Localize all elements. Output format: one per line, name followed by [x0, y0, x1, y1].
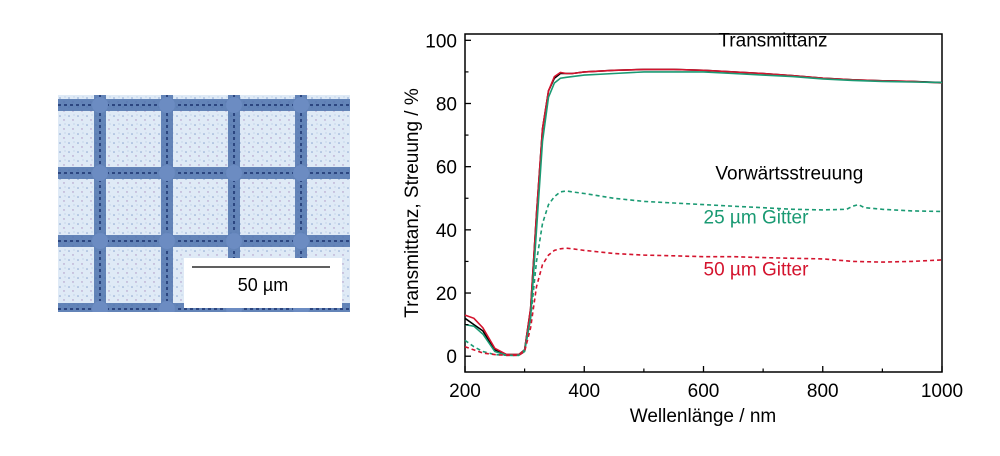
x-tick-label-3: 800 [807, 381, 839, 402]
mesh-node-0-3 [92, 301, 108, 312]
mesh-node-3-2 [293, 233, 309, 249]
annotations: Transmittanz Vorwärtsstreuung 25 µm Gitter… [704, 31, 864, 281]
x-axis-label: Wellenlänge / nm [630, 406, 776, 427]
y-tick-label-2: 40 [436, 221, 457, 242]
y-axis-label: Transmittanz, Streuung / % [402, 88, 423, 318]
mesh-node-0-1 [92, 165, 108, 181]
scale-bar-box [184, 258, 342, 308]
mesh-node-0-0 [92, 97, 108, 113]
annotation-1: Vorwärtsstreuung [715, 163, 863, 184]
mesh-node-2-1 [226, 165, 242, 181]
x-tick-label-4: 1000 [921, 381, 963, 402]
mesh-micrograph: 50 µm [58, 95, 350, 312]
mesh-node-0-2 [92, 233, 108, 249]
x-tick-label-0: 200 [449, 381, 481, 402]
mesh-node-2-2 [226, 233, 242, 249]
mesh-node-3-0 [293, 97, 309, 113]
mesh-node-1-3 [159, 301, 175, 312]
annotation-2: 25 µm Gitter [704, 208, 810, 229]
mesh-node-3-1 [293, 165, 309, 181]
y-tick-label-1: 20 [436, 284, 457, 305]
y-tick-label-3: 60 [436, 158, 457, 179]
series-line-4 [464, 247, 943, 357]
series-line-3 [464, 190, 943, 357]
mesh-node-1-1 [159, 165, 175, 181]
y-tick-label-0: 0 [446, 347, 457, 368]
annotation-0: Transmittanz [718, 31, 827, 52]
mesh-node-2-0 [226, 97, 242, 113]
axis-ticks: 200 400 600 800 1000 0 20 40 60 80 100 [425, 31, 963, 402]
x-tick-label-1: 400 [568, 381, 600, 402]
scale-bar-label: 50 µm [238, 275, 288, 295]
mesh-node-1-0 [159, 97, 175, 113]
data-curves [464, 68, 943, 357]
x-tick-label-2: 600 [688, 381, 720, 402]
annotation-3: 50 µm Gitter [704, 260, 810, 281]
y-tick-label-5: 100 [425, 31, 457, 52]
y-tick-label-4: 80 [436, 94, 457, 115]
mesh-node-1-2 [159, 233, 175, 249]
